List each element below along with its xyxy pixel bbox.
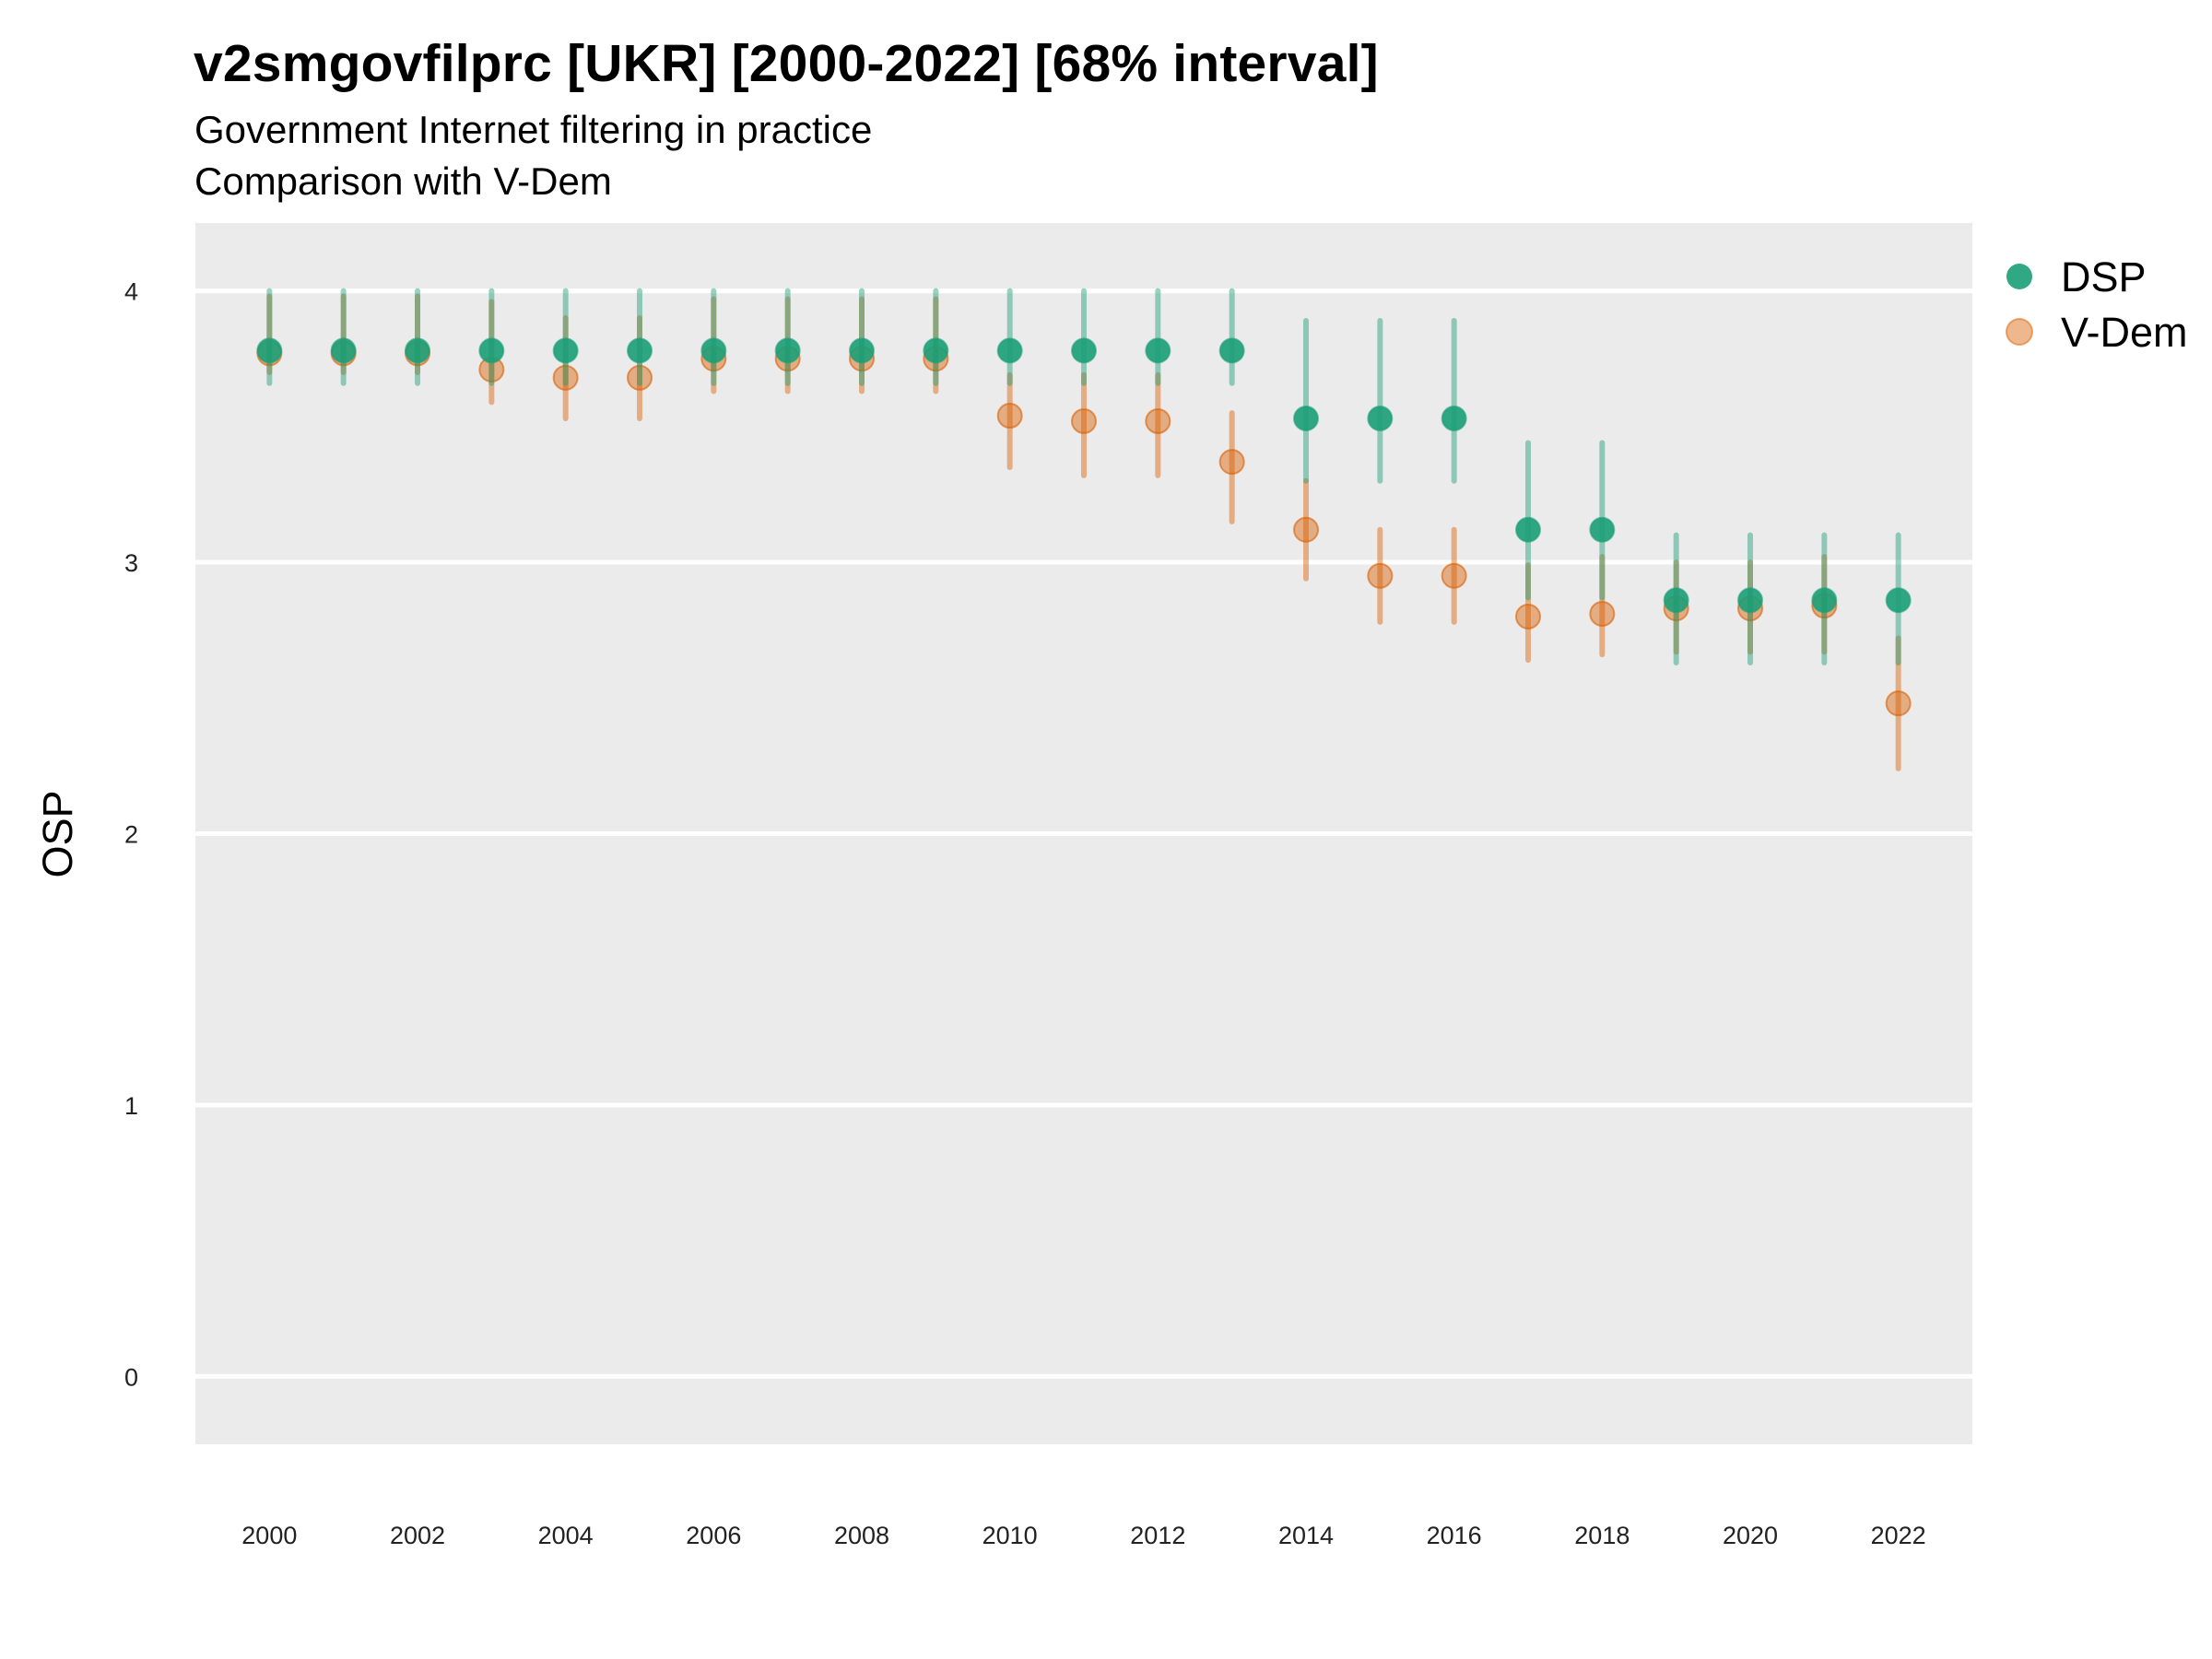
data-point xyxy=(1218,449,1245,476)
x-tick-label: 2010 xyxy=(982,1522,1038,1549)
data-point xyxy=(1071,407,1097,434)
data-point xyxy=(774,337,801,364)
data-point xyxy=(1885,690,1912,717)
x-tick-label: 2016 xyxy=(1427,1522,1482,1549)
y-axis-ticks: 0 1 2 3 4 xyxy=(124,278,138,1392)
x-tick-label: 2002 xyxy=(390,1522,445,1549)
data-point xyxy=(1589,601,1616,627)
data-point xyxy=(1515,516,1541,543)
y-tick-label: 0 xyxy=(124,1363,138,1391)
data-point xyxy=(1367,406,1394,431)
data-point xyxy=(1071,337,1097,364)
x-tick-label: 2012 xyxy=(1130,1522,1185,1549)
data-point xyxy=(552,364,579,391)
data-point xyxy=(996,337,1023,364)
y-tick-label: 3 xyxy=(124,549,138,577)
series-dsp xyxy=(256,288,1912,665)
legend-vdem-label: V-Dem xyxy=(2061,309,2188,356)
grid-lines xyxy=(195,288,1972,1379)
data-point xyxy=(1811,587,1838,614)
y-axis-title: OSP xyxy=(34,790,81,877)
x-tick-label: 2014 xyxy=(1278,1522,1334,1549)
data-point xyxy=(627,337,653,364)
data-point xyxy=(1663,587,1689,614)
data-point xyxy=(1145,407,1171,434)
x-tick-label: 2004 xyxy=(538,1522,594,1549)
data-point xyxy=(405,337,430,364)
data-point xyxy=(1293,516,1319,543)
y-tick-label: 1 xyxy=(124,1092,138,1120)
data-point xyxy=(1515,603,1541,629)
data-point xyxy=(627,364,653,391)
data-point xyxy=(923,337,949,364)
data-point xyxy=(1145,337,1171,364)
data-point xyxy=(552,337,579,364)
data-point xyxy=(1367,562,1394,589)
data-point xyxy=(330,337,357,364)
chart-subtitle-comparison: Comparison with V-Dem xyxy=(194,159,612,203)
x-tick-label: 2020 xyxy=(1723,1522,1778,1549)
legend-dsp-label: DSP xyxy=(2061,253,2147,300)
x-tick-label: 2006 xyxy=(686,1522,741,1549)
data-point xyxy=(700,337,727,364)
legend-vdem-swatch xyxy=(2006,318,2033,346)
series-layer xyxy=(256,288,1912,771)
data-point xyxy=(1293,406,1319,431)
y-tick-label: 4 xyxy=(124,278,138,306)
x-tick-label: 2000 xyxy=(241,1522,297,1549)
x-tick-label: 2008 xyxy=(834,1522,889,1549)
chart-title: v2smgovfilprc [UKR] [2000-2022] [68% int… xyxy=(194,34,1379,93)
data-point xyxy=(1885,587,1912,614)
y-tick-label: 2 xyxy=(124,821,138,849)
x-tick-label: 2022 xyxy=(1871,1522,1926,1549)
x-axis-ticks: 2000 2002 2004 2006 2008 2010 2012 2014 2016 2018… xyxy=(241,1522,1925,1549)
chart-subtitle: Government Internet filtering in practic… xyxy=(194,108,873,151)
data-point xyxy=(478,337,505,364)
data-point xyxy=(1218,337,1245,364)
data-point xyxy=(256,337,283,364)
data-point xyxy=(1441,562,1467,589)
data-point xyxy=(849,337,875,364)
data-point xyxy=(1589,516,1616,543)
data-point xyxy=(1737,587,1763,614)
data-point xyxy=(996,403,1023,429)
x-tick-label: 2018 xyxy=(1574,1522,1630,1549)
legend-dsp-swatch xyxy=(2006,264,2032,289)
legend: DSP V-Dem xyxy=(2006,253,2188,356)
data-point xyxy=(1441,406,1467,431)
